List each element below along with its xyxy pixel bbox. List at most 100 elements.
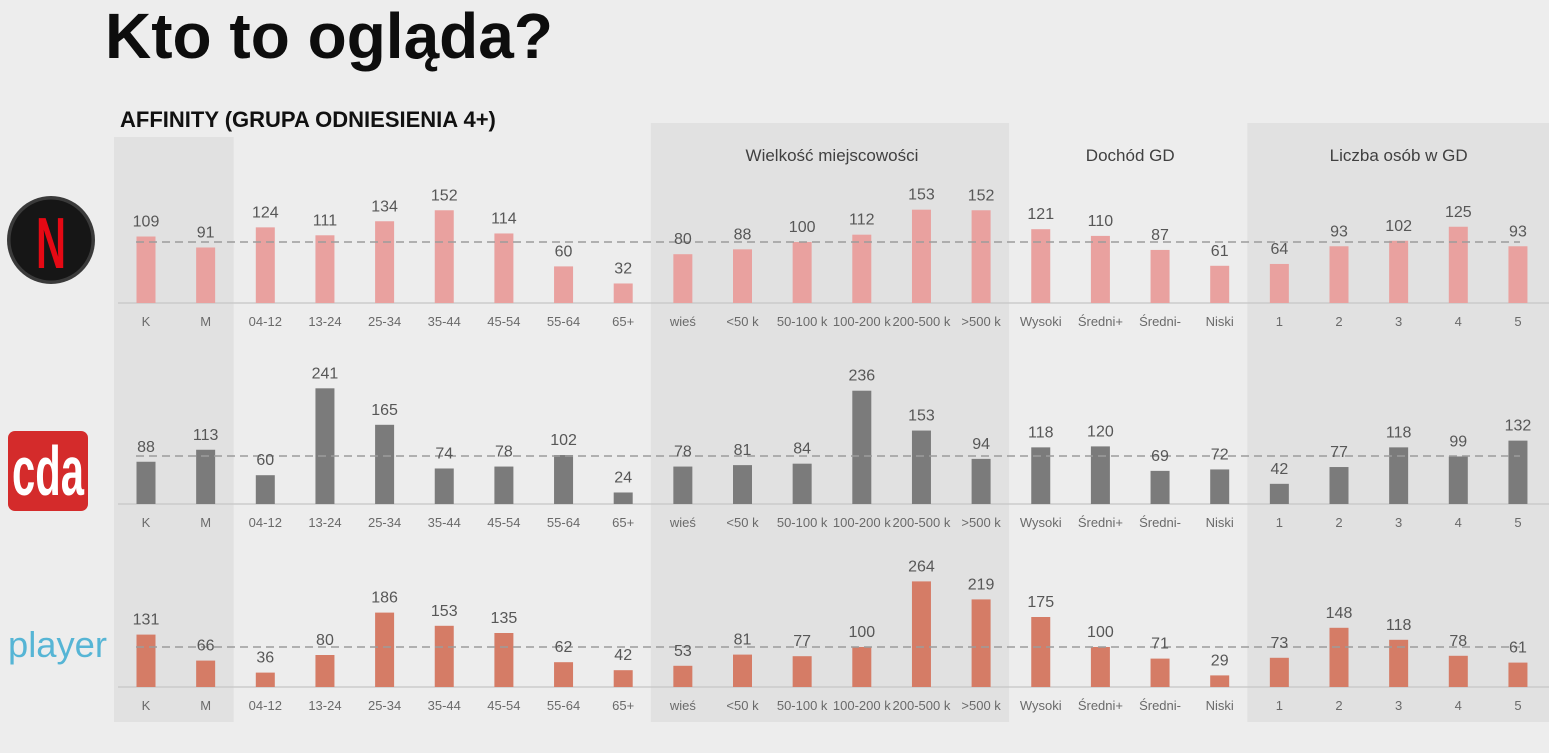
netflix-value-label: 110	[1088, 213, 1114, 230]
player-bar	[136, 634, 156, 687]
player-value-label: 264	[908, 558, 935, 575]
player-value-label: 62	[555, 639, 573, 656]
group-label: Wielkość miejscowości	[746, 146, 919, 165]
category-label: 5	[1514, 698, 1521, 713]
category-label: wieś	[669, 698, 697, 713]
player-value-label: 71	[1151, 636, 1169, 653]
netflix-bar	[792, 242, 812, 303]
cda-bar	[733, 465, 752, 504]
cda-logo: cda	[8, 431, 88, 511]
category-label: 45-54	[487, 515, 520, 530]
player-bar	[1508, 662, 1528, 687]
category-label: 200-500 k	[893, 698, 951, 713]
player-value-label: 135	[491, 610, 518, 627]
player-bar	[315, 655, 335, 687]
cda-bar	[1031, 447, 1051, 504]
player-value-label: 73	[1270, 635, 1288, 652]
category-label: 2	[1335, 698, 1342, 713]
cda-value-label: 113	[193, 427, 219, 444]
player-bar	[911, 581, 931, 687]
player-row: 131K66M3604-128013-2418625-3415335-44135…	[118, 558, 1549, 713]
category-label: 45-54	[487, 698, 520, 713]
player-bar	[434, 625, 454, 687]
player-value-label: 78	[1449, 633, 1467, 650]
cda-bar	[1090, 446, 1110, 504]
category-label: 04-12	[249, 515, 282, 530]
player-bar	[196, 660, 216, 687]
cda-bar	[792, 463, 812, 504]
cda-bar	[554, 455, 574, 504]
category-label: 100-200 k	[833, 698, 891, 713]
cda-value-label: 118	[1028, 424, 1054, 441]
category-label: 1	[1276, 314, 1283, 329]
player-value-label: 29	[1211, 652, 1229, 669]
category-label: Wysoki	[1020, 515, 1062, 530]
netflix-bar	[1508, 246, 1528, 303]
netflix-value-label: 87	[1151, 227, 1169, 244]
page-title: Kto to ogląda?	[105, 0, 553, 72]
group-label: Liczba osób w GD	[1330, 146, 1468, 165]
netflix-value-label: 64	[1270, 241, 1288, 258]
category-label: 2	[1335, 314, 1342, 329]
netflix-bar	[971, 210, 991, 303]
netflix-value-label: 93	[1330, 223, 1348, 240]
category-label: 35-44	[428, 314, 461, 329]
cda-value-label: 42	[1270, 461, 1288, 478]
cda-bar	[196, 449, 216, 504]
netflix-value-label: 124	[252, 204, 279, 221]
netflix-value-label: 32	[614, 260, 632, 277]
player-bar	[733, 654, 752, 687]
netflix-bar	[136, 236, 156, 303]
netflix-value-label: 121	[1027, 206, 1054, 223]
cda-bar	[315, 388, 335, 504]
category-label: 65+	[612, 515, 634, 530]
cda-value-label: 165	[371, 402, 398, 419]
player-bar	[1210, 675, 1230, 687]
category-label: >500 k	[961, 515, 1001, 530]
netflix-bar	[315, 235, 335, 303]
player-value-label: 118	[1386, 617, 1412, 634]
player-bar	[971, 599, 991, 687]
player-value-label: 61	[1509, 640, 1527, 657]
category-label: <50 k	[726, 314, 759, 329]
category-label: 04-12	[249, 698, 282, 713]
category-label: 50-100 k	[777, 314, 828, 329]
netflix-bar	[1389, 240, 1409, 303]
player-bar	[1269, 657, 1289, 687]
category-label: 4	[1455, 698, 1462, 713]
netflix-bar	[613, 283, 633, 303]
category-label: 35-44	[428, 698, 461, 713]
netflix-bar	[852, 234, 872, 303]
cda-bar	[852, 390, 872, 504]
netflix-bar	[911, 209, 931, 303]
cda-bar	[1329, 467, 1349, 504]
category-label: Średni+	[1078, 515, 1123, 530]
category-label: Średni+	[1078, 314, 1123, 329]
chart-rows: 109K91M12404-1211113-2413425-3415235-441…	[118, 187, 1549, 713]
cda-value-label: 241	[312, 365, 339, 382]
cda-bar	[1150, 470, 1170, 504]
netflix-bar	[434, 210, 454, 303]
netflix-value-label: 88	[734, 226, 752, 243]
netflix-value-label: 91	[197, 224, 215, 241]
netflix-logo: N	[7, 196, 95, 284]
cda-bar	[911, 430, 931, 504]
player-value-label: 175	[1027, 594, 1054, 611]
netflix-value-label: 61	[1211, 243, 1229, 260]
category-label: 5	[1514, 314, 1521, 329]
category-label: 3	[1395, 698, 1402, 713]
cda-value-label: 99	[1449, 433, 1467, 450]
player-logo: player	[8, 624, 107, 665]
category-label: K	[142, 515, 151, 530]
player-bar	[255, 672, 275, 687]
netflix-value-label: 114	[491, 210, 517, 227]
group-panel	[650, 123, 1010, 722]
cda-value-label: 84	[793, 441, 811, 458]
player-bar	[494, 633, 514, 687]
netflix-value-label: 152	[431, 187, 458, 204]
cda-row: 88K113M6004-1224113-2416525-347435-44784…	[118, 365, 1549, 530]
player-value-label: 219	[968, 576, 995, 593]
netflix-logo-disc	[10, 199, 92, 281]
category-label: 2	[1335, 515, 1342, 530]
player-bar	[792, 656, 812, 687]
